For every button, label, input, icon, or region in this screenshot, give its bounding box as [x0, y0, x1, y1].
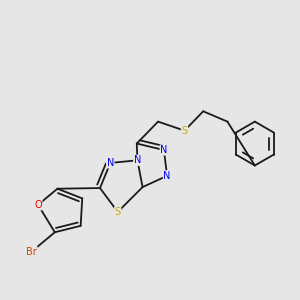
- Text: Br: Br: [26, 247, 37, 256]
- Text: S: S: [182, 126, 188, 136]
- Text: N: N: [160, 145, 168, 155]
- Text: O: O: [34, 200, 42, 210]
- Text: N: N: [106, 158, 114, 168]
- Text: S: S: [115, 207, 121, 217]
- Text: N: N: [134, 155, 141, 165]
- Text: N: N: [164, 171, 171, 181]
